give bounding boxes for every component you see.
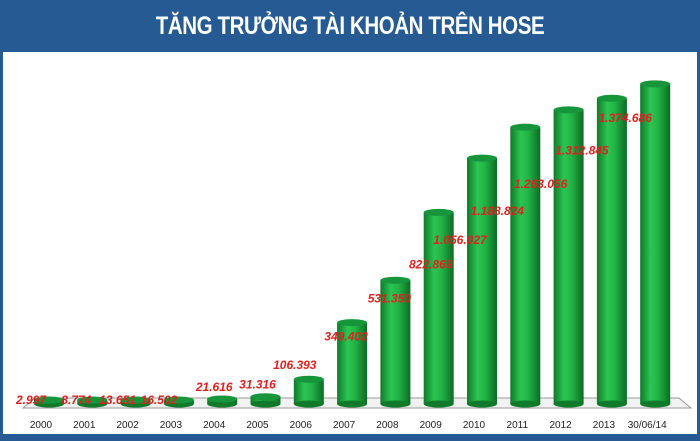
data-label: 1.188.824 [471,204,525,218]
x-tick-label: 2012 [549,420,572,431]
x-tick-label: 2011 [507,420,529,431]
bar-top [163,396,194,404]
bar-bottom [207,400,238,408]
bar-bottom [337,400,368,408]
bar-body [337,322,368,404]
bar-2002 [120,396,151,408]
bar-bottom [467,400,497,408]
bar-2001 [77,396,108,408]
bar-top [207,395,238,403]
bar-top [553,106,584,114]
bar-30/06/14 [640,80,671,408]
bar-bottom [423,400,454,408]
bar-body [553,109,584,404]
x-tick-label: 2003 [160,420,183,431]
bar-body [250,396,281,404]
bar-2004 [207,395,238,408]
bar-bottom [553,400,584,408]
data-label: 21.616 [195,380,233,394]
chart-title: TĂNG TRƯỞNG TÀI KHOẢN TRÊN HOSE [155,12,545,40]
data-label: 1.374.686 [599,111,653,125]
bar-body [640,83,671,405]
bar-body [596,98,627,404]
bar-bottom [640,400,671,408]
bar-body [380,280,411,404]
data-label: 1.312.845 [555,143,609,157]
bar-top [293,375,324,383]
x-tick-label: 2001 [73,420,96,431]
data-label: 349.402 [324,330,368,344]
data-label: 1.263.056 [514,177,568,191]
x-tick-label: 2007 [333,420,356,431]
bar-top [250,393,281,401]
chart-svg: 2000 2001 2002 2003 2004 2005 2006 2007 2008 2009… [15,80,693,431]
bar-top [467,154,497,162]
bar-body [467,158,497,404]
bar-top [640,80,671,88]
bar-bottom [596,400,627,408]
bar-top [510,123,541,131]
x-tick-label: 2010 [463,420,486,431]
data-label: 1.056.027 [433,233,488,247]
bar-2013 [596,94,627,408]
bar-top [77,396,108,404]
bar-2006 [293,375,324,408]
data-label: 2.997 [15,393,47,407]
data-label: 106.393 [273,358,317,372]
x-tick-label: 2005 [246,420,269,431]
data-label: 13.651 [99,393,136,407]
bar-bottom [510,400,541,408]
bar-2003 [163,396,194,408]
x-tick-label: 30/06/14 [628,420,667,431]
x-tick-label: 2006 [290,420,313,431]
bar-2009 [423,208,454,408]
x-tick-label: 2004 [203,420,226,431]
bar-2010 [467,154,497,408]
x-tick-label: 2009 [420,420,443,431]
bar-bottom [250,400,281,408]
data-label: 531.350 [368,291,412,305]
bar-top [34,396,64,404]
data-label: 822.869 [409,257,453,271]
x-tick-label: 2008 [376,420,399,431]
x-tick-label: 2013 [593,420,616,431]
data-label: 16.502 [141,393,178,407]
bar-top [380,276,411,284]
bar-2011 [510,123,541,408]
bar-top [120,396,151,404]
x-tick-label: 2000 [30,420,53,431]
bar-body [293,379,324,404]
bar-body [510,127,541,405]
bar-2008 [380,276,411,408]
x-tick-label: 2002 [116,420,139,431]
bar-2005 [250,393,281,408]
data-label: 31.316 [239,378,276,392]
bar-body [423,212,454,404]
bar-top [337,319,368,327]
bar-2012 [553,106,584,408]
bar-2000 [34,396,64,408]
bar-top [596,94,627,102]
data-label: 8.774 [61,393,91,407]
plot-area: 2000 2001 2002 2003 2004 2005 2006 2007 2008 2009… [3,52,697,434]
bar-2007 [337,319,368,408]
bar-bottom [293,400,324,408]
bar-top [423,208,454,216]
bar-bottom [380,400,411,408]
